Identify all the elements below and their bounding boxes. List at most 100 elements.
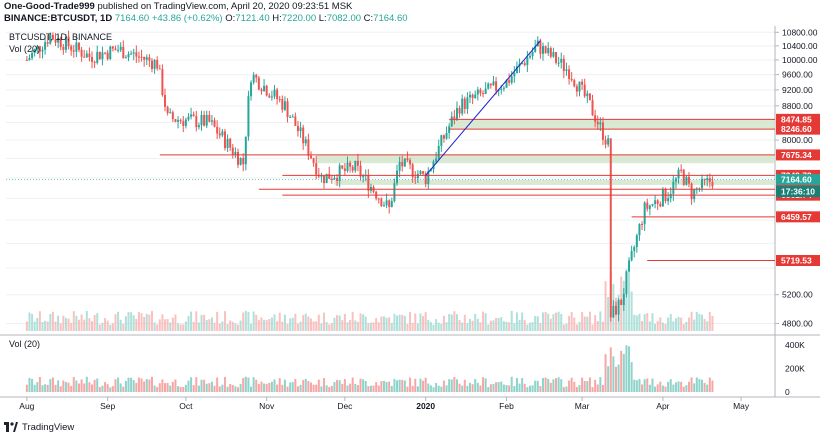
candle-body	[612, 305, 615, 318]
candle-body	[223, 131, 226, 149]
level-tag: 5719.53	[781, 256, 812, 266]
candle-body	[150, 60, 153, 69]
price-chart[interactable]: 10800.00 10400.00 10000.00 9600.00 9200.00 88…	[0, 26, 820, 416]
volume-overlay-bar	[427, 319, 430, 331]
candle-body	[583, 84, 586, 97]
volume-bar	[510, 376, 513, 392]
candle-body	[260, 89, 263, 92]
volume-bar	[83, 383, 86, 392]
candle-body	[706, 178, 709, 180]
volume-bar	[573, 381, 576, 392]
volume-overlay-bar	[130, 312, 133, 331]
volume-overlay-bar	[351, 311, 354, 331]
price-tick-label: 9600.00	[782, 70, 813, 80]
volume-overlay-bar	[187, 315, 190, 331]
volume-overlay-bar	[625, 269, 628, 331]
volume-bar	[641, 384, 644, 392]
volume-overlay-bar	[260, 317, 263, 331]
trendline[interactable]	[425, 40, 541, 176]
candle-body	[466, 97, 469, 109]
candle-body	[440, 135, 443, 146]
candle-body	[221, 131, 224, 136]
volume-overlay-bar	[469, 318, 472, 331]
volume-overlay-bar	[641, 320, 644, 331]
volume-bar	[568, 380, 571, 392]
candle-body	[682, 169, 685, 185]
candle-body	[513, 73, 516, 77]
volume-overlay-bar	[437, 322, 440, 331]
volume-bar	[349, 383, 352, 392]
volume-overlay-bar	[518, 319, 521, 331]
price-tick-label: 4800.00	[782, 318, 813, 328]
volume-bar	[630, 362, 633, 392]
candle-body	[422, 171, 425, 174]
candle-body	[354, 160, 357, 171]
candle-body	[515, 66, 518, 74]
volume-overlay-bar	[450, 314, 453, 331]
volume-overlay-bar	[633, 314, 636, 331]
time-axis[interactable]: Aug Sep Oct Nov Dec 2020 Feb Mar Apr May	[19, 397, 750, 411]
candle-body	[526, 57, 529, 66]
volume-bar	[369, 385, 372, 392]
candle-body	[244, 136, 247, 165]
volume-bar	[54, 384, 57, 392]
volume-bar	[268, 382, 271, 392]
volume-overlay-bar	[505, 321, 508, 331]
volume-bar	[77, 383, 80, 392]
volume-overlay-bar	[309, 318, 312, 331]
candle-body	[77, 42, 80, 50]
candle-body	[247, 96, 250, 137]
volume-bar	[75, 380, 78, 392]
volume-overlay-bar	[283, 314, 286, 331]
volume-bar	[205, 383, 208, 392]
candle-body	[565, 69, 568, 71]
candle-body	[609, 138, 612, 318]
volume-overlay-bar	[51, 311, 54, 331]
volume-overlay-bar	[242, 312, 245, 331]
volume-overlay-bar	[164, 319, 167, 331]
candle-body	[549, 48, 552, 57]
volume-overlay-bar	[680, 317, 683, 331]
volume-bar	[96, 378, 99, 392]
candle-body	[424, 173, 427, 185]
volume-overlay-bar	[672, 321, 675, 331]
volume-overlay-bar	[544, 311, 547, 331]
close-label: C:	[363, 13, 374, 24]
volume-bar	[409, 377, 412, 392]
trendline-segment[interactable]	[425, 40, 541, 176]
time-label: Feb	[499, 401, 514, 411]
author-name[interactable]: One-Good-Trade999	[4, 1, 95, 12]
volume-overlay-bar	[687, 317, 690, 331]
volume-bar	[143, 381, 146, 392]
volume-bar	[242, 378, 245, 392]
volume-overlay-bar	[291, 317, 294, 331]
candle-body	[489, 83, 492, 86]
symbol-label: BTCUSDT, 1D, BINANCE	[9, 32, 112, 42]
price-axis[interactable]: 10800.00 10400.00 10000.00 9600.00 9200.00 88…	[775, 27, 818, 397]
candle-body	[195, 116, 198, 128]
candle-body	[492, 81, 495, 86]
candle-body	[510, 76, 513, 83]
volume-bar	[177, 386, 180, 392]
volume-overlay-bar	[601, 321, 604, 331]
level-lines	[159, 118, 775, 262]
open-label: O:	[225, 13, 236, 24]
volume-bar	[489, 384, 492, 392]
volume-bar	[307, 381, 310, 392]
candle-body	[80, 49, 83, 57]
volume-bar	[588, 377, 591, 392]
candle-body	[661, 189, 664, 207]
candle-body	[51, 34, 54, 40]
volume-overlay-bar	[148, 314, 151, 331]
volume-bar	[122, 386, 125, 392]
volume-overlay-bar	[177, 323, 180, 331]
volume-bar	[492, 383, 495, 392]
volume-bar	[599, 377, 602, 392]
volume-bar	[411, 385, 414, 392]
volume-bar	[424, 377, 427, 392]
candle-body	[231, 147, 234, 155]
candle-body	[276, 89, 279, 99]
candle-body	[57, 38, 60, 43]
volume-overlay-bar	[320, 323, 323, 331]
footer[interactable]: TradingView	[4, 419, 74, 435]
